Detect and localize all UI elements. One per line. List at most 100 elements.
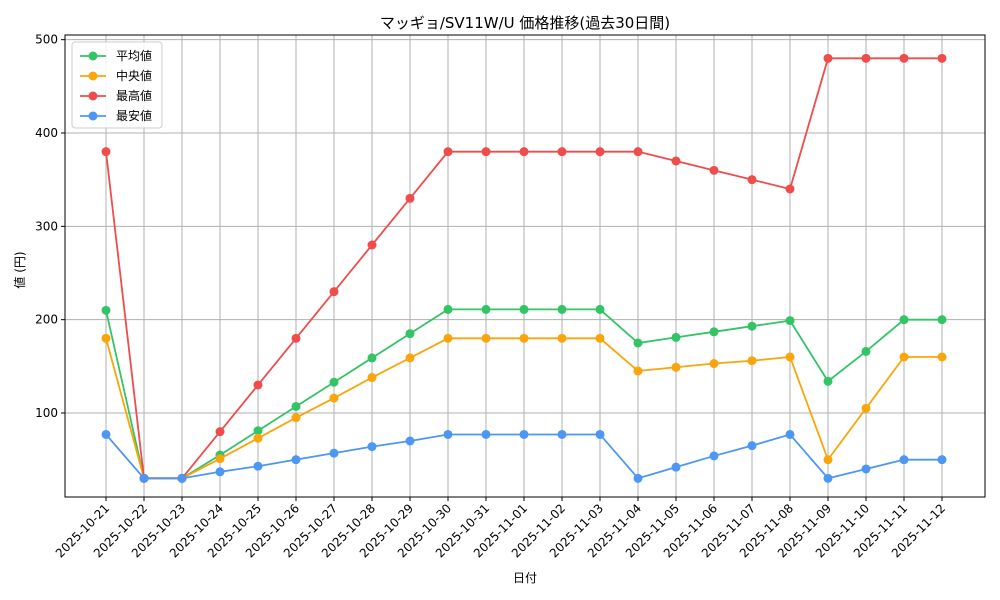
legend-marker	[88, 71, 98, 81]
data-point	[101, 147, 111, 157]
data-point	[785, 316, 795, 326]
data-point	[937, 53, 947, 63]
data-point	[633, 147, 643, 157]
data-point	[481, 429, 491, 439]
data-point	[101, 429, 111, 439]
data-point	[785, 429, 795, 439]
series-group	[101, 53, 947, 483]
data-point	[481, 304, 491, 314]
legend-label: 最安値	[116, 108, 152, 123]
data-point	[405, 353, 415, 363]
data-point	[101, 333, 111, 343]
data-point	[785, 352, 795, 362]
data-point	[937, 315, 947, 325]
data-point	[253, 380, 263, 390]
data-point	[557, 147, 567, 157]
x-axis-label: 日付	[513, 571, 537, 585]
data-point	[177, 473, 187, 483]
data-point	[937, 455, 947, 465]
data-point	[291, 333, 301, 343]
data-point	[291, 413, 301, 423]
data-point	[671, 462, 681, 472]
data-point	[823, 53, 833, 63]
data-point	[747, 175, 757, 185]
data-point	[443, 429, 453, 439]
data-point	[367, 240, 377, 250]
data-point	[519, 333, 529, 343]
data-point	[329, 393, 339, 403]
data-point	[823, 455, 833, 465]
data-point	[519, 429, 529, 439]
data-point	[215, 467, 225, 477]
data-point	[443, 333, 453, 343]
data-point	[101, 305, 111, 315]
data-point	[367, 353, 377, 363]
data-point	[671, 332, 681, 342]
data-point	[709, 327, 719, 337]
data-point	[215, 454, 225, 464]
data-point	[899, 455, 909, 465]
data-point	[595, 333, 605, 343]
y-axis-label: 値 (円)	[12, 251, 27, 288]
data-point	[709, 359, 719, 369]
y-tick-label: 500	[35, 33, 58, 47]
data-point	[785, 184, 795, 194]
data-point	[747, 441, 757, 451]
data-point	[443, 304, 453, 314]
data-point	[405, 329, 415, 339]
legend-box	[71, 41, 163, 129]
data-point	[291, 455, 301, 465]
data-point	[937, 352, 947, 362]
data-point	[633, 338, 643, 348]
series-4	[101, 429, 947, 483]
data-point	[861, 346, 871, 356]
y-tick-label: 100	[35, 406, 58, 420]
data-point	[253, 426, 263, 436]
data-point	[253, 461, 263, 471]
series-2	[101, 333, 947, 483]
data-point	[405, 436, 415, 446]
legend-label: 中央値	[116, 68, 152, 83]
data-point	[709, 165, 719, 175]
data-point	[367, 373, 377, 383]
y-axis: 100 200 300 400 500	[35, 33, 65, 420]
data-point	[405, 193, 415, 203]
legend-marker	[88, 111, 98, 121]
data-point	[899, 315, 909, 325]
data-point	[899, 53, 909, 63]
data-point	[215, 427, 225, 437]
chart-title: マッギョ/SV11W/U 価格推移(過去30日間)	[380, 14, 670, 32]
data-point	[861, 464, 871, 474]
data-point	[139, 473, 149, 483]
data-point	[329, 377, 339, 387]
data-point	[709, 451, 719, 461]
data-point	[367, 442, 377, 452]
data-point	[329, 448, 339, 458]
data-point	[823, 376, 833, 386]
data-point	[861, 403, 871, 413]
data-point	[671, 362, 681, 372]
data-point	[899, 352, 909, 362]
data-point	[291, 401, 301, 411]
legend-label: 平均値	[116, 48, 152, 63]
data-point	[481, 333, 491, 343]
data-point	[595, 429, 605, 439]
data-point	[481, 147, 491, 157]
legend-label: 最高値	[116, 88, 152, 103]
data-point	[253, 433, 263, 443]
data-point	[519, 304, 529, 314]
data-point	[633, 473, 643, 483]
data-point	[557, 304, 567, 314]
data-point	[519, 147, 529, 157]
data-point	[443, 147, 453, 157]
data-point	[671, 156, 681, 166]
y-tick-label: 200	[35, 313, 58, 327]
plot-frame	[64, 34, 986, 498]
data-point	[595, 147, 605, 157]
legend-marker	[88, 91, 98, 101]
data-point	[747, 321, 757, 331]
data-point	[595, 304, 605, 314]
data-point	[329, 287, 339, 297]
